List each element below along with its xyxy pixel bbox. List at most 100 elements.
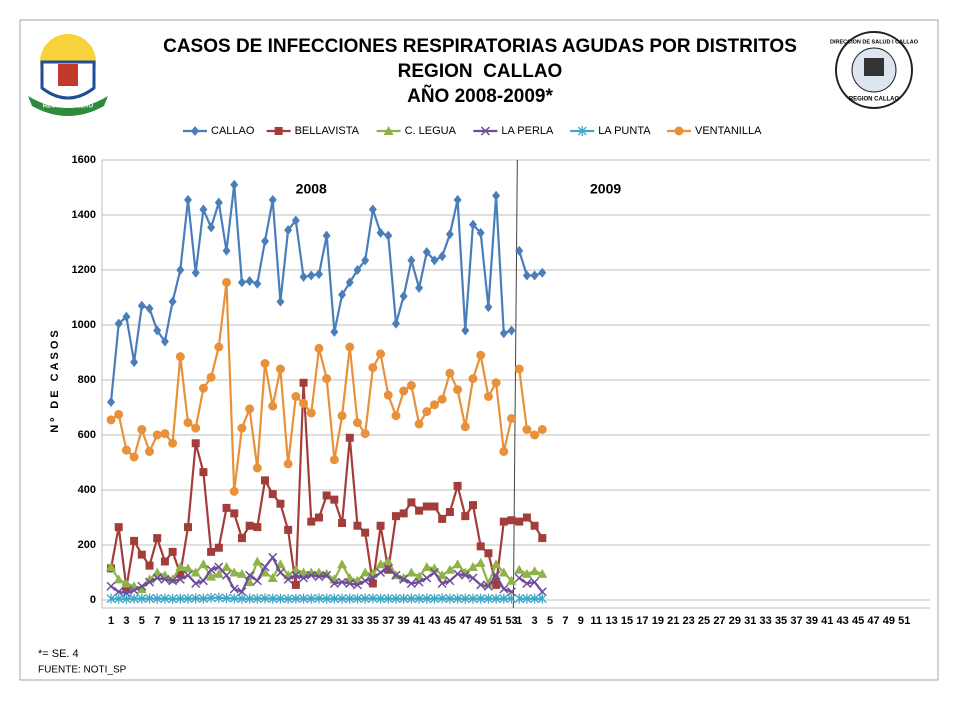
marker: [422, 407, 432, 417]
marker: [199, 204, 208, 215]
marker: [145, 447, 155, 456]
marker: [114, 593, 124, 604]
marker: [314, 572, 324, 582]
marker: [136, 584, 147, 593]
x-tick-label: 15: [213, 615, 225, 627]
marker: [153, 325, 162, 336]
marker: [453, 481, 462, 490]
marker: [129, 452, 139, 462]
marker: [114, 409, 124, 419]
marker: [284, 225, 293, 236]
marker: [338, 519, 347, 527]
series: [107, 179, 547, 407]
marker: [129, 593, 139, 604]
marker: [122, 311, 131, 322]
x-tick-label: 43: [428, 615, 440, 627]
x-tick-label: 13: [197, 615, 209, 627]
x-tick-label: 15: [621, 615, 633, 627]
marker: [506, 587, 517, 597]
marker: [206, 372, 216, 382]
marker: [214, 543, 223, 552]
marker: [468, 501, 477, 510]
marker: [368, 593, 378, 604]
marker: [415, 282, 424, 293]
x-tick-label: 19: [652, 615, 664, 627]
series: [106, 592, 547, 604]
marker: [353, 521, 362, 530]
marker: [252, 463, 262, 473]
marker: [507, 516, 516, 525]
marker: [314, 593, 324, 604]
x-tick-label: 11: [182, 615, 194, 627]
marker: [453, 385, 463, 395]
marker: [476, 227, 485, 238]
marker: [175, 593, 185, 604]
marker: [213, 568, 224, 578]
marker: [261, 236, 270, 247]
marker: [160, 557, 169, 566]
marker: [291, 392, 301, 401]
marker: [137, 300, 146, 311]
marker: [229, 567, 240, 577]
marker: [322, 374, 332, 384]
marker: [222, 277, 232, 287]
marker: [214, 342, 224, 352]
marker: [476, 542, 485, 551]
marker: [160, 429, 170, 439]
marker: [299, 573, 309, 583]
marker: [306, 570, 316, 580]
marker: [152, 573, 162, 583]
marker: [299, 271, 308, 282]
marker: [376, 521, 385, 530]
x-tick-label: 27: [305, 615, 317, 627]
marker: [268, 401, 278, 411]
x-tick-label: 53: [505, 615, 517, 627]
marker: [337, 593, 347, 604]
marker: [107, 397, 115, 407]
marker: [422, 247, 431, 258]
marker: [338, 289, 347, 300]
marker: [444, 564, 455, 574]
marker: [160, 336, 169, 347]
marker: [145, 561, 154, 570]
legend-label: C. LEGUA: [405, 125, 457, 137]
marker: [307, 270, 316, 281]
marker: [522, 593, 532, 604]
marker: [237, 534, 246, 543]
marker: [307, 517, 316, 526]
marker: [476, 580, 486, 590]
marker: [406, 593, 416, 604]
marker: [299, 593, 309, 604]
marker: [461, 325, 470, 336]
marker: [499, 584, 509, 594]
marker: [261, 476, 270, 485]
marker: [430, 593, 439, 604]
y-tick-label: 600: [78, 429, 96, 441]
marker: [391, 512, 400, 521]
x-tick-label: 47: [867, 615, 879, 627]
marker: [491, 378, 501, 388]
marker: [306, 408, 316, 418]
marker: [314, 513, 323, 522]
marker: [498, 567, 509, 577]
marker: [345, 578, 355, 589]
marker: [198, 593, 208, 604]
y-tick-label: 400: [78, 484, 96, 496]
legend-label: LA PUNTA: [598, 125, 651, 137]
marker: [483, 593, 493, 604]
marker: [184, 194, 193, 205]
year-label: 2008: [296, 181, 327, 197]
marker: [175, 562, 186, 571]
marker: [475, 557, 486, 567]
marker: [337, 559, 348, 569]
marker: [345, 593, 355, 604]
marker: [383, 556, 394, 566]
marker: [191, 593, 201, 604]
y-axis-label: Nº DE CASOS: [49, 327, 61, 432]
marker: [214, 197, 223, 208]
marker: [268, 194, 277, 205]
marker: [345, 342, 355, 352]
marker: [530, 521, 539, 530]
marker: [153, 534, 162, 543]
marker: [422, 573, 432, 583]
